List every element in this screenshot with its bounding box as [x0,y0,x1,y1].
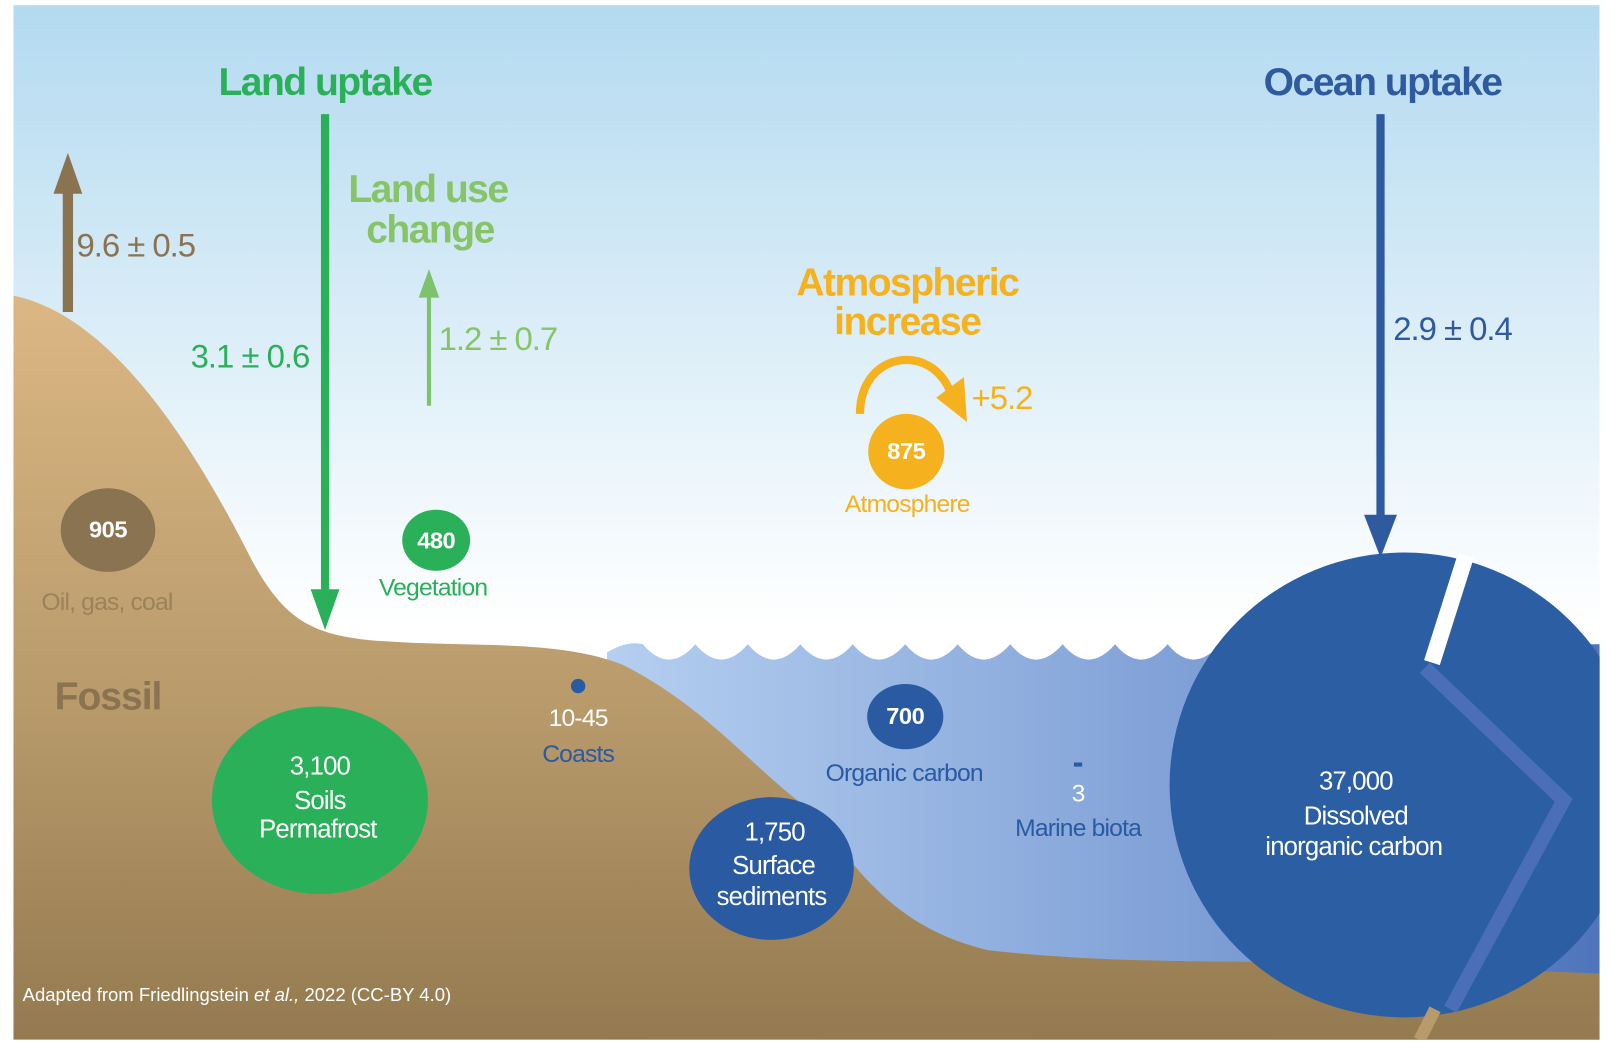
ocean-pool-circle [1169,552,1600,1040]
land-uptake-arrowhead [310,589,340,630]
pool-sediments [689,797,854,940]
pool-fossil [60,488,156,572]
pool-value: 3,100 [290,752,351,780]
heading: Land uptake [218,61,432,104]
pool-value: 10-45 [549,705,608,732]
heading: increase [834,301,981,344]
pool-value: 480 [417,528,455,554]
pool-label: Permafrost [259,816,377,844]
credit-text: 2022 (CC-BY 4.0) [299,984,451,1005]
pool-label: Atmosphere [845,491,970,518]
pool-label: Organic carbon [826,760,983,787]
region-label: Fossil [55,676,162,719]
credit: Adapted from Friedlingstein et al., 2022… [23,984,452,1005]
pool-label: Surface [732,852,815,880]
flow-label: 1.2 ± 0.7 [439,320,558,357]
heading: Ocean uptake [1264,61,1503,104]
ocean-uptake-arrowhead [1364,514,1397,558]
pool-soils [211,706,428,895]
pool-label: Coasts [542,741,614,768]
pool-coasts [570,678,586,694]
flow-label: 9.6 ± 0.5 [76,226,195,263]
pool-label: inorganic carbon [1265,833,1442,861]
pool-label: Soils [294,787,346,815]
pool-marine-biota [1073,762,1083,767]
flow-label: 2.9 ± 0.4 [1393,310,1512,347]
pool-value: 700 [886,703,924,729]
pool-label: Marine biota [1015,815,1142,842]
pool-label: Oil, gas, coal [41,589,172,616]
heading: change [366,209,494,252]
pool-value: 3 [1072,781,1085,808]
pool-value: 1,750 [744,819,805,847]
credit-italic: et al., [254,984,299,1005]
pool-organic-carbon [867,684,944,750]
pool-atmosphere [868,413,945,490]
pool-value: 37,000 [1319,768,1393,796]
pool-label: Dissolved [1304,802,1408,830]
heading: Land use [348,168,508,211]
pool-label: sediments [717,883,827,911]
credit-text: Adapted from Friedlingstein [23,984,254,1005]
scene [13,5,1600,1040]
atmosphere-arrowhead [936,377,967,423]
flow-label: 3.1 ± 0.6 [191,338,310,375]
pool-label: Vegetation [379,575,488,602]
flow-label: +5.2 [972,379,1033,416]
heading: Atmospheric [796,262,1019,305]
fossil-arrowhead [53,152,83,194]
land-use-arrowhead [418,269,440,298]
pool-value: 875 [887,438,925,464]
atmosphere-arrow [855,355,955,415]
land [13,295,1600,1040]
pool-vegetation [402,509,471,571]
pool-value: 905 [89,516,127,542]
